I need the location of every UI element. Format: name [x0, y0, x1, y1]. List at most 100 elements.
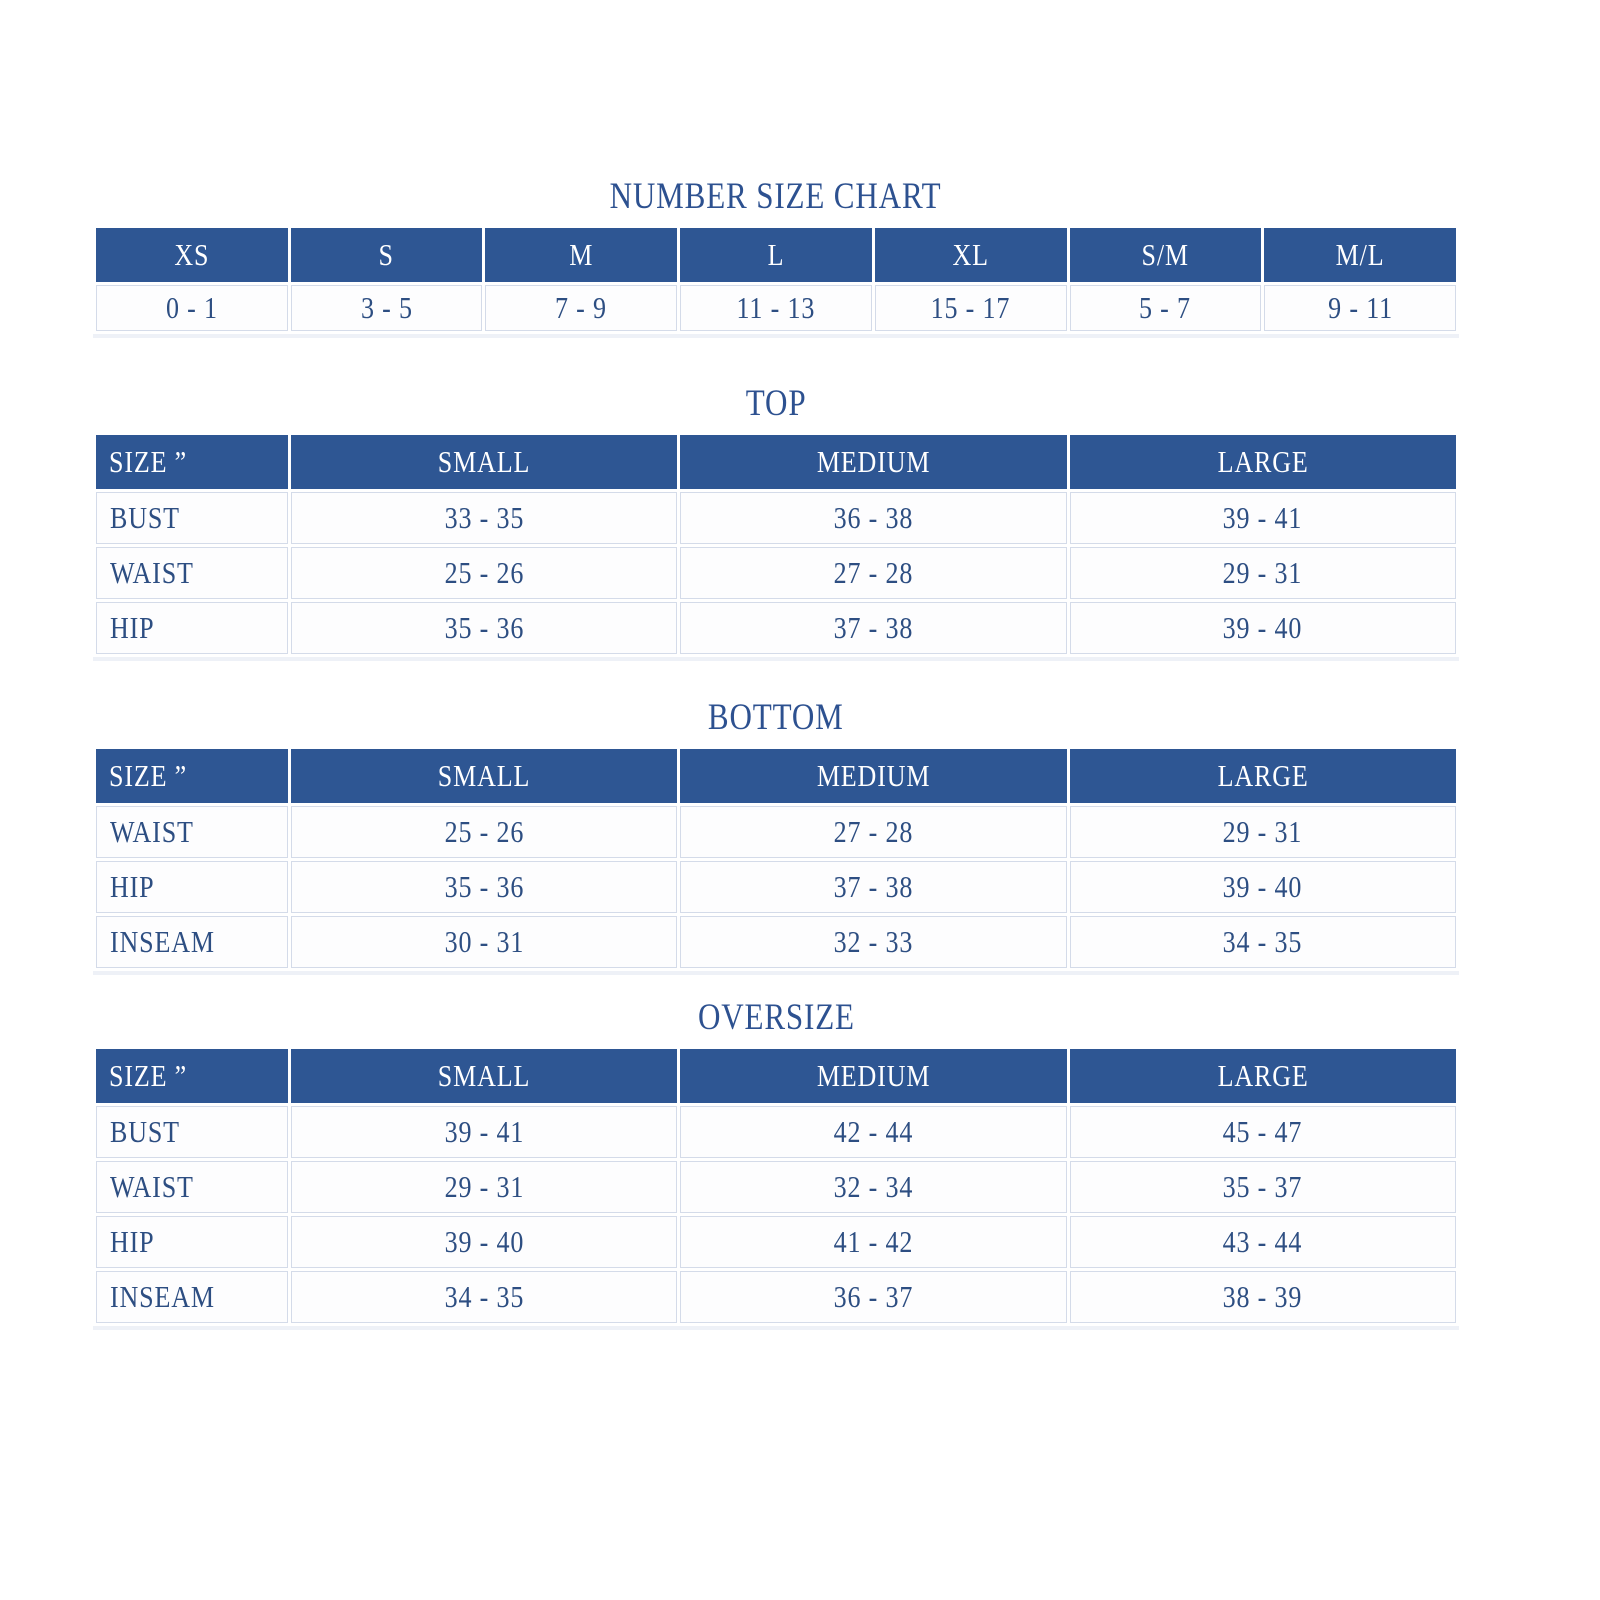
- bottom-table: SIZE ” SMALL MEDIUM LARGE WAIST 25 - 26 …: [93, 746, 1459, 971]
- top-hip-medium-text: 37 - 38: [833, 610, 914, 645]
- column-header-xl-text: XL: [952, 237, 989, 272]
- oversize-waist-large: 35 - 37: [1069, 1161, 1456, 1213]
- oversize-header-row: SIZE ” SMALL MEDIUM LARGE: [96, 1049, 1456, 1103]
- oversize-bust-medium: 42 - 44: [680, 1106, 1067, 1158]
- top-column-header-small-text: SMALL: [437, 444, 531, 479]
- oversize-hip-label-text: HIP: [110, 1224, 155, 1259]
- top-column-header-large-text: LARGE: [1217, 444, 1309, 479]
- bottom-column-header-large: LARGE: [1069, 749, 1456, 803]
- column-header-ml-text: M/L: [1335, 237, 1385, 272]
- bottom-inseam-medium-text: 32 - 33: [833, 924, 914, 959]
- top-hip-large: 39 - 40: [1069, 602, 1456, 654]
- size-range-cell-ml: 9 - 11: [1264, 285, 1456, 331]
- bottom-hip-large: 39 - 40: [1069, 861, 1456, 913]
- bottom-row-hip: HIP 35 - 36 37 - 38 39 - 40: [96, 861, 1456, 913]
- top-hip-medium: 37 - 38: [680, 602, 1067, 654]
- oversize-column-header-large: LARGE: [1069, 1049, 1456, 1103]
- top-header-row: SIZE ” SMALL MEDIUM LARGE: [96, 435, 1456, 489]
- oversize-bust-medium-text: 42 - 44: [833, 1114, 914, 1149]
- size-range-ml-text: 9 - 11: [1327, 290, 1393, 325]
- oversize-column-header-size: SIZE ”: [96, 1049, 288, 1103]
- section-bottom: BOTTOM SIZE ” SMALL MEDIUM LARGE WAIST 2…: [93, 698, 1459, 971]
- oversize-bust-small: 39 - 41: [291, 1106, 678, 1158]
- oversize-inseam-small-text: 34 - 35: [444, 1279, 524, 1314]
- bottom-inseam-medium: 32 - 33: [680, 916, 1067, 968]
- oversize-column-header-small: SMALL: [291, 1049, 678, 1103]
- bottom-inseam-label: INSEAM: [96, 916, 288, 968]
- oversize-inseam-medium-text: 36 - 37: [833, 1279, 914, 1314]
- top-bust-small-text: 33 - 35: [444, 500, 524, 535]
- oversize-bust-small-text: 39 - 41: [444, 1114, 524, 1149]
- oversize-waist-small: 29 - 31: [291, 1161, 678, 1213]
- top-waist-medium: 27 - 28: [680, 547, 1067, 599]
- top-hip-label: HIP: [96, 602, 288, 654]
- oversize-waist-label-text: WAIST: [110, 1169, 194, 1204]
- top-hip-large-text: 39 - 40: [1222, 610, 1303, 645]
- bottom-inseam-small-text: 30 - 31: [444, 924, 524, 959]
- column-header-sm-text: S/M: [1141, 237, 1190, 272]
- oversize-column-header-small-text: SMALL: [437, 1058, 531, 1093]
- top-waist-small-text: 25 - 26: [444, 555, 524, 590]
- top-bust-medium-text: 36 - 38: [833, 500, 914, 535]
- column-header-xl: XL: [874, 228, 1067, 282]
- section-top: TOP SIZE ” SMALL MEDIUM LARGE BUST 33 - …: [93, 384, 1459, 657]
- number-size-chart-title-text: NUMBER SIZE CHART: [610, 176, 942, 217]
- oversize-waist-label: WAIST: [96, 1161, 288, 1213]
- top-hip-small-text: 35 - 36: [444, 610, 524, 645]
- oversize-hip-large-text: 43 - 44: [1222, 1224, 1303, 1259]
- size-range-s-text: 3 - 5: [360, 290, 413, 325]
- oversize-bust-large-text: 45 - 47: [1222, 1114, 1303, 1149]
- number-size-chart-header-row: XS S M L XL S/M M/L: [96, 228, 1456, 282]
- size-range-sm-text: 5 - 7: [1139, 290, 1192, 325]
- oversize-inseam-label: INSEAM: [96, 1271, 288, 1323]
- top-row-bust: BUST 33 - 35 36 - 38 39 - 41: [96, 492, 1456, 544]
- top-hip-label-text: HIP: [110, 610, 155, 645]
- oversize-row-inseam: INSEAM 34 - 35 36 - 37 38 - 39: [96, 1271, 1456, 1323]
- bottom-waist-medium-text: 27 - 28: [833, 814, 914, 849]
- oversize-title: OVERSIZE: [93, 998, 1459, 1038]
- bottom-waist-small: 25 - 26: [291, 806, 678, 858]
- top-row-waist: WAIST 25 - 26 27 - 28 29 - 31: [96, 547, 1456, 599]
- bottom-waist-label-text: WAIST: [110, 814, 194, 849]
- oversize-hip-small-text: 39 - 40: [444, 1224, 524, 1259]
- bottom-column-header-large-text: LARGE: [1217, 758, 1309, 793]
- top-bust-small: 33 - 35: [291, 492, 678, 544]
- oversize-inseam-small: 34 - 35: [291, 1271, 678, 1323]
- top-bust-large: 39 - 41: [1069, 492, 1456, 544]
- top-waist-label-text: WAIST: [110, 555, 194, 590]
- bottom-waist-label: WAIST: [96, 806, 288, 858]
- bottom-row-waist: WAIST 25 - 26 27 - 28 29 - 31: [96, 806, 1456, 858]
- oversize-column-header-large-text: LARGE: [1217, 1058, 1309, 1093]
- column-header-xs: XS: [96, 228, 288, 282]
- size-range-xs-text: 0 - 1: [165, 290, 218, 325]
- bottom-hip-small: 35 - 36: [291, 861, 678, 913]
- bottom-column-header-medium: MEDIUM: [680, 749, 1067, 803]
- bottom-hip-small-text: 35 - 36: [444, 869, 524, 904]
- top-waist-large: 29 - 31: [1069, 547, 1456, 599]
- oversize-waist-small-text: 29 - 31: [444, 1169, 524, 1204]
- top-column-header-large: LARGE: [1069, 435, 1456, 489]
- bottom-column-header-small: SMALL: [291, 749, 678, 803]
- number-size-chart-table: XS S M L XL S/M M/L 0 - 1 3 - 5 7 - 9 11…: [93, 225, 1459, 334]
- bottom-column-header-medium-text: MEDIUM: [816, 758, 931, 793]
- column-header-m-text: M: [569, 237, 594, 272]
- bottom-column-header-size: SIZE ”: [96, 749, 288, 803]
- oversize-hip-small: 39 - 40: [291, 1216, 678, 1268]
- top-column-header-size: SIZE ”: [96, 435, 288, 489]
- section-number-size-chart: NUMBER SIZE CHART XS S M L XL S/M M/L 0 …: [93, 177, 1459, 334]
- top-title-text: TOP: [745, 383, 807, 424]
- top-column-header-medium-text: MEDIUM: [816, 444, 931, 479]
- oversize-bust-label-text: BUST: [110, 1114, 180, 1149]
- top-waist-medium-text: 27 - 28: [833, 555, 914, 590]
- bottom-waist-large: 29 - 31: [1069, 806, 1456, 858]
- column-header-s: S: [290, 228, 483, 282]
- column-header-l: L: [680, 228, 872, 282]
- top-waist-label: WAIST: [96, 547, 288, 599]
- oversize-hip-medium-text: 41 - 42: [833, 1224, 914, 1259]
- top-column-header-size-text: SIZE ”: [109, 444, 188, 479]
- oversize-waist-medium-text: 32 - 34: [833, 1169, 914, 1204]
- bottom-hip-large-text: 39 - 40: [1222, 869, 1303, 904]
- number-size-chart-title: NUMBER SIZE CHART: [93, 177, 1459, 217]
- oversize-table: SIZE ” SMALL MEDIUM LARGE BUST 39 - 41 4…: [93, 1046, 1459, 1326]
- column-header-xs-text: XS: [174, 237, 210, 272]
